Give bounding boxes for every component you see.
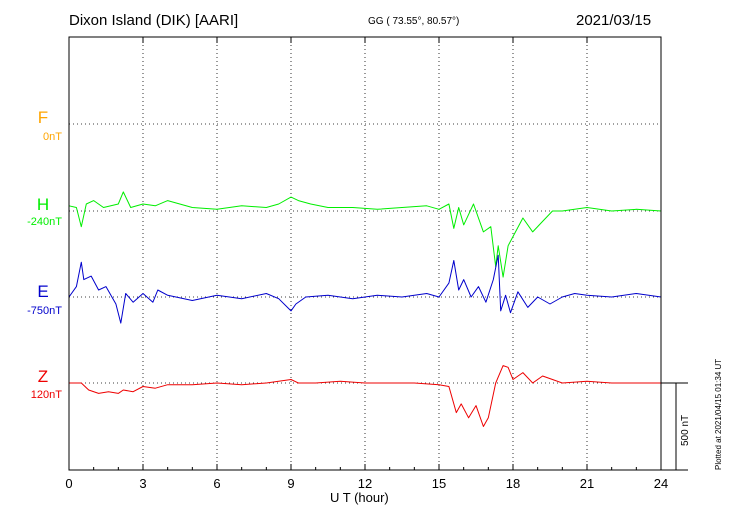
component-e-label: E — [37, 282, 49, 301]
plot-grid — [69, 37, 661, 470]
plotted-timestamp: Plotted at 2021/04/15 01:34 UT — [714, 358, 723, 470]
component-z-baseline: 120nT — [30, 389, 62, 401]
x-tick-label: 0 — [65, 476, 72, 491]
x-tick-label: 9 — [287, 476, 294, 491]
scale-bar — [661, 382, 688, 471]
component-z-label: Z — [37, 367, 49, 386]
x-axis-ticks: 0 3 6 9 12 15 18 21 24 — [65, 37, 668, 491]
series-line-h — [68, 191, 662, 278]
x-axis-label: U T (hour) — [330, 490, 389, 505]
station-title: Dixon Island (DIK) [AARI] — [69, 12, 239, 29]
component-f-label: F — [37, 108, 49, 127]
x-tick-label: 3 — [139, 476, 146, 491]
x-tick-label: 12 — [358, 476, 372, 491]
scale-bar-label: 500 nT — [680, 414, 691, 446]
component-h-baseline: -240nT — [27, 216, 62, 228]
date-label: 2021/03/15 — [576, 12, 652, 29]
geographic-coordinates: GG ( 73.55°, 80.57°) — [368, 16, 460, 27]
data-traces — [68, 191, 662, 427]
x-tick-label: 15 — [432, 476, 446, 491]
series-line-z — [69, 365, 661, 427]
x-tick-label: 18 — [506, 476, 520, 491]
component-f-baseline: 0nT — [43, 131, 62, 143]
x-tick-label: 21 — [580, 476, 594, 491]
x-tick-label: 24 — [654, 476, 668, 491]
x-tick-label: 6 — [213, 476, 220, 491]
component-h-label: H — [36, 195, 50, 214]
series-line-e — [68, 254, 662, 324]
component-e-baseline: -750nT — [27, 305, 62, 317]
